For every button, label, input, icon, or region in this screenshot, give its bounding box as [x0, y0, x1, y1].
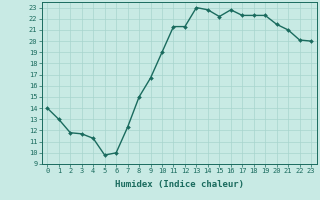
X-axis label: Humidex (Indice chaleur): Humidex (Indice chaleur) — [115, 180, 244, 189]
